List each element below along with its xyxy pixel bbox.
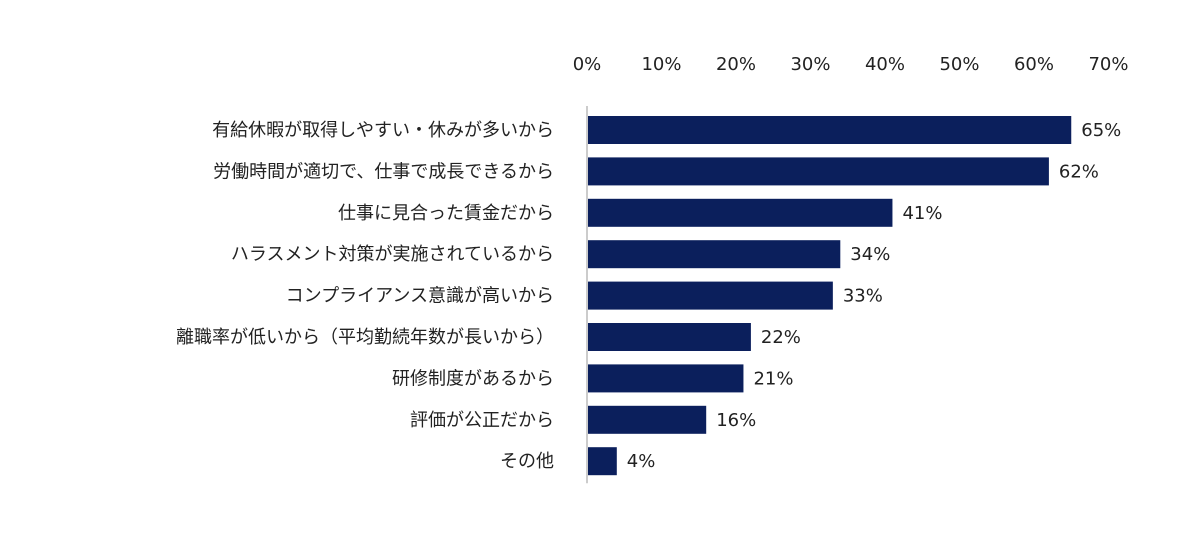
x-tick-label: 20% [716, 54, 756, 75]
value-label: 4% [627, 451, 656, 472]
category-label: 離職率が低いから（平均勤続年数が長いから） [176, 327, 554, 348]
x-tick-label: 40% [865, 54, 905, 75]
bar [588, 198, 893, 227]
category-label: ハラスメント対策が実施されているから [231, 244, 554, 265]
x-tick-label: 0% [573, 54, 602, 75]
category-labels: 有給休暇が取得しやすい・休みが多いから労働時間が適切で、仕事で成長できるから仕事… [176, 120, 554, 472]
value-label: 22% [761, 327, 801, 348]
value-label: 65% [1081, 120, 1121, 141]
category-label: 研修制度があるから [392, 368, 554, 389]
bar [588, 447, 617, 476]
bar [588, 364, 744, 393]
category-label: その他 [500, 451, 554, 472]
x-axis-ticks: 0% 10% 20% 30% 40% 50% 60% 70% [573, 54, 1129, 75]
category-label: 評価が公正だから [410, 410, 554, 431]
x-tick-label: 30% [790, 54, 830, 75]
x-tick-label: 10% [641, 54, 681, 75]
x-tick-label: 60% [1014, 54, 1054, 75]
value-label: 41% [902, 203, 942, 224]
bar [588, 281, 833, 310]
value-label: 33% [843, 286, 883, 307]
x-tick-label: 50% [939, 54, 979, 75]
category-label: 仕事に見合った賃金だから [338, 203, 554, 224]
bar [588, 116, 1072, 144]
value-label: 16% [716, 410, 756, 431]
category-label: コンプライアンス意識が高いから [286, 286, 554, 307]
bars-group [588, 116, 1072, 476]
category-label: 有給休暇が取得しやすい・休みが多いから [212, 120, 554, 141]
value-labels: 65% 62% 41% 34% 33% 22% 21% 16% 4% [627, 120, 1121, 472]
bar [588, 323, 751, 351]
bar [588, 405, 707, 434]
value-label: 62% [1059, 161, 1099, 182]
value-label: 21% [753, 368, 793, 389]
bar [588, 240, 841, 269]
value-label: 34% [850, 244, 890, 265]
x-tick-label: 70% [1088, 54, 1128, 75]
category-label: 労働時間が適切で、仕事で成長できるから [213, 161, 554, 182]
bar [588, 157, 1049, 186]
